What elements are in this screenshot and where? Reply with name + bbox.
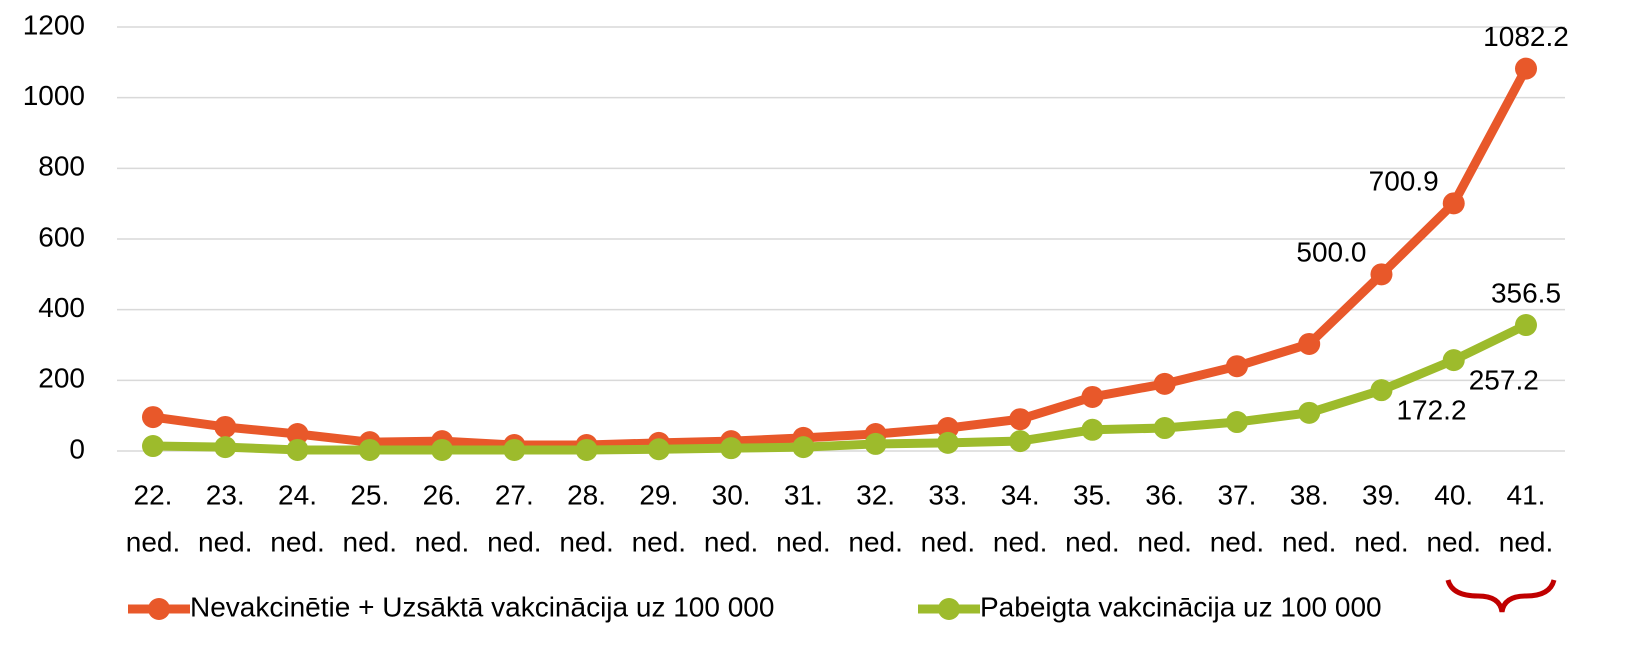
y-tick-label: 600 [38,221,85,252]
y-tick-label: 1200 [23,9,85,40]
point [142,435,164,458]
point [214,415,237,438]
y-tick-label: 400 [38,292,85,323]
point [286,423,309,446]
point [358,438,381,461]
x-tick-label: 39. [1362,479,1401,510]
x-tick-label: 29. [639,479,678,510]
line [152,66,1530,450]
line [152,320,1528,455]
point [1153,372,1176,395]
data-label: 1082.2 [1483,21,1569,52]
legend-marker [938,598,960,620]
x-tick-label: 40. [1434,479,1473,510]
x-tick-label: ned. [270,526,325,557]
x-tick-label: 33. [928,479,967,510]
x-tick-label: ned. [1426,526,1481,557]
x-tick-label: ned. [198,526,253,557]
point [1009,408,1032,431]
point [214,436,237,459]
x-tick-label: ned. [126,526,181,557]
point [792,436,815,459]
point [1370,379,1393,402]
x-tick-label: 27. [495,479,534,510]
x-tick-label: ned. [559,526,614,557]
legend-label: Pabeigta vakcinācija uz 100 000 [980,591,1382,622]
point [1225,411,1248,434]
point [575,438,598,461]
data-label: 172.2 [1396,395,1466,426]
x-tick-label: ned. [1210,526,1265,557]
x-tick-label: ned. [921,526,976,557]
x-tick-label: ned. [1137,526,1192,557]
point [864,432,887,455]
data-label: 500.0 [1296,237,1366,268]
x-tick-label: 28. [567,479,606,510]
point [1298,332,1321,355]
x-tick-label: ned. [848,526,903,557]
data-label: 356.5 [1491,277,1561,308]
legend-label: Nevakcinētie + Uzsāktā vakcinācija uz 10… [190,591,774,622]
y-tick-label: 1000 [23,80,85,111]
x-tick-label: 30. [712,479,751,510]
point [1081,418,1104,441]
data-label: 257.2 [1469,365,1539,396]
x-tick-label: ned. [632,526,687,557]
point [936,431,959,454]
x-tick-label: ned. [1065,526,1120,557]
point [142,406,164,429]
point [1515,314,1537,337]
x-tick-label: 35. [1073,479,1112,510]
x-tick-label: 25. [350,479,389,510]
x-tick-label: ned. [343,526,398,557]
point [720,437,743,460]
x-tick-label: 32. [856,479,895,510]
point [1009,430,1032,453]
x-tick-label: 24. [278,479,317,510]
brace [1445,579,1557,613]
x-tick-label: ned. [487,526,542,557]
x-tick-label: ned. [1354,526,1409,557]
x-tick-label: ned. [1499,526,1554,557]
point [1225,355,1248,378]
point [1153,417,1176,440]
x-tick-label: ned. [1282,526,1337,557]
x-tick-label: 23. [206,479,245,510]
x-tick-label: 26. [423,479,462,510]
x-tick-label: ned. [993,526,1048,557]
point [1515,57,1537,80]
x-tick-label: 37. [1217,479,1256,510]
x-tick-label: ned. [776,526,831,557]
x-tick-label: 38. [1290,479,1329,510]
x-tick-label: 22. [134,479,173,510]
point [503,438,526,461]
x-tick-label: 31. [784,479,823,510]
point [1370,263,1393,286]
legend-marker [148,598,170,620]
data-label: 700.9 [1369,166,1439,197]
x-tick-label: 36. [1145,479,1184,510]
x-tick-label: ned. [415,526,470,557]
point [1081,385,1104,408]
point [647,438,670,461]
point [286,438,309,461]
x-tick-label: ned. [704,526,759,557]
y-tick-label: 200 [38,363,85,394]
point [1298,401,1321,424]
point [431,438,454,461]
point [1442,349,1465,372]
x-tick-label: 41. [1507,479,1546,510]
y-tick-label: 0 [69,433,85,464]
y-tick-label: 800 [38,151,85,182]
point [1442,192,1465,215]
x-tick-label: 34. [1001,479,1040,510]
